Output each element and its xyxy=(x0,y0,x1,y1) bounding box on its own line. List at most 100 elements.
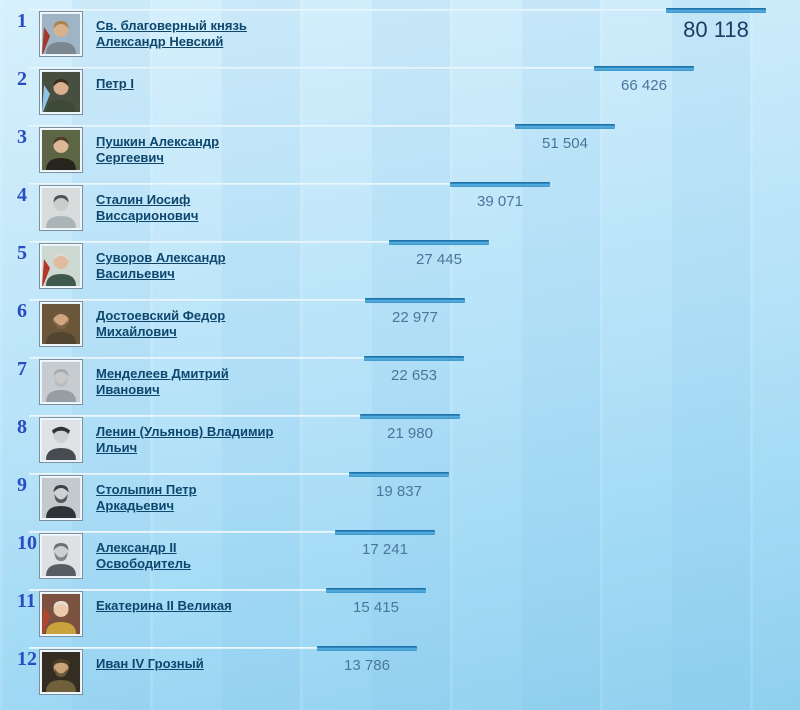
vote-bar xyxy=(326,588,426,593)
portrait-image xyxy=(42,594,80,634)
person-name: Петр I xyxy=(96,76,278,92)
vote-count: 39 071 xyxy=(477,193,523,210)
portrait-link[interactable] xyxy=(39,185,83,231)
portrait-image xyxy=(42,362,80,402)
vote-bar xyxy=(349,472,449,477)
vote-bar xyxy=(360,414,460,419)
vote-count: 13 786 xyxy=(344,657,390,674)
ranking-row: 2 Петр I 66 426 xyxy=(0,66,800,124)
person-name: Сталин Иосиф Виссарионович xyxy=(96,192,278,224)
vote-bar-track xyxy=(29,589,326,591)
vote-bar xyxy=(317,646,417,651)
ranking-row: 6 Достоевский Федор Михайлович 22 977 xyxy=(0,298,800,356)
portrait-image xyxy=(42,536,80,576)
vote-count: 27 445 xyxy=(416,251,462,268)
ranking-row: 11 Екатерина II Великая 15 415 xyxy=(0,588,800,646)
person-name: Ленин (Ульянов) Владимир Ильич xyxy=(96,424,278,456)
vote-bar xyxy=(594,66,694,71)
vote-bar-track xyxy=(29,9,666,11)
person-link[interactable]: Достоевский Федор Михайлович xyxy=(96,308,226,339)
portrait-accent xyxy=(42,85,50,112)
portrait-link[interactable] xyxy=(39,417,83,463)
person-link[interactable]: Суворов Александр Васильевич xyxy=(96,250,226,281)
vote-count: 19 837 xyxy=(376,483,422,500)
portrait-accent xyxy=(42,27,50,54)
vote-bar-track xyxy=(29,647,317,649)
ranking-list: 1 Св. благоверный князь Александр Невский 8… xyxy=(0,8,800,704)
vote-count: 21 980 xyxy=(387,425,433,442)
portrait-link[interactable] xyxy=(39,359,83,405)
rank-number: 8 xyxy=(17,416,27,438)
ranking-row: 7 Менделеев Дмитрий Иванович 22 653 xyxy=(0,356,800,414)
vote-count: 51 504 xyxy=(542,135,588,152)
vote-bar-track xyxy=(29,67,594,69)
portrait-link[interactable] xyxy=(39,243,83,289)
person-name: Суворов Александр Васильевич xyxy=(96,250,278,282)
person-name: Екатерина II Великая xyxy=(96,598,278,614)
person-link[interactable]: Александр II Освободитель xyxy=(96,540,191,571)
person-link[interactable]: Сталин Иосиф Виссарионович xyxy=(96,192,199,223)
portrait-accent xyxy=(42,259,50,286)
person-link[interactable]: Св. благоверный князь Александр Невский xyxy=(96,18,247,49)
vote-bar xyxy=(335,530,435,535)
rank-number: 10 xyxy=(17,532,37,554)
portrait-image xyxy=(42,72,80,112)
portrait-link[interactable] xyxy=(39,649,83,695)
ranking-row: 9 Столыпин Петр Аркадьевич 19 837 xyxy=(0,472,800,530)
vote-bar-track xyxy=(29,125,515,127)
person-link[interactable]: Иван IV Грозный xyxy=(96,656,204,671)
person-name: Пушкин Александр Сергеевич xyxy=(96,134,278,166)
rank-number: 1 xyxy=(17,10,27,32)
person-name: Столыпин Петр Аркадьевич xyxy=(96,482,278,514)
portrait-link[interactable] xyxy=(39,533,83,579)
rank-number: 3 xyxy=(17,126,27,148)
rank-number: 7 xyxy=(17,358,27,380)
portrait-link[interactable] xyxy=(39,11,83,57)
rank-number: 5 xyxy=(17,242,27,264)
vote-bar-track xyxy=(29,241,389,243)
rank-number: 2 xyxy=(17,68,27,90)
portrait-link[interactable] xyxy=(39,591,83,637)
portrait-link[interactable] xyxy=(39,475,83,521)
person-link[interactable]: Петр I xyxy=(96,76,134,91)
vote-bar xyxy=(450,182,550,187)
portrait-image xyxy=(42,14,80,54)
person-link[interactable]: Екатерина II Великая xyxy=(96,598,232,613)
rank-number: 9 xyxy=(17,474,27,496)
vote-bar-track xyxy=(29,531,335,533)
portrait-image xyxy=(42,188,80,228)
portrait-link[interactable] xyxy=(39,301,83,347)
rank-number: 6 xyxy=(17,300,27,322)
person-name: Менделеев Дмитрий Иванович xyxy=(96,366,278,398)
vote-count: 22 653 xyxy=(391,367,437,384)
person-name: Достоевский Федор Михайлович xyxy=(96,308,278,340)
vote-bar-track xyxy=(29,473,349,475)
rank-number: 11 xyxy=(17,590,36,612)
vote-count: 17 241 xyxy=(362,541,408,558)
vote-bar xyxy=(365,298,465,303)
vote-bar xyxy=(389,240,489,245)
person-link[interactable]: Столыпин Петр Аркадьевич xyxy=(96,482,197,513)
portrait-image xyxy=(42,652,80,692)
person-link[interactable]: Пушкин Александр Сергеевич xyxy=(96,134,220,165)
portrait-link[interactable] xyxy=(39,69,83,115)
portrait-link[interactable] xyxy=(39,127,83,173)
vote-bar xyxy=(515,124,615,129)
person-link[interactable]: Ленин (Ульянов) Владимир Ильич xyxy=(96,424,274,455)
person-name: Св. благоверный князь Александр Невский xyxy=(96,18,278,50)
ranking-row: 5 Суворов Александр Васильевич 27 445 xyxy=(0,240,800,298)
vote-bar xyxy=(364,356,464,361)
vote-bar-track xyxy=(29,183,450,185)
vote-bar-track xyxy=(29,415,360,417)
ranking-row: 10 Александр II Освободитель 17 241 xyxy=(0,530,800,588)
ranking-row: 8 Ленин (Ульянов) Владимир Ильич 21 980 xyxy=(0,414,800,472)
person-link[interactable]: Менделеев Дмитрий Иванович xyxy=(96,366,229,397)
portrait-image xyxy=(42,130,80,170)
ranking-row: 3 Пушкин Александр Сергеевич 51 504 xyxy=(0,124,800,182)
vote-bar-track xyxy=(29,299,365,301)
vote-count: 66 426 xyxy=(621,77,667,94)
portrait-image xyxy=(42,420,80,460)
person-name: Иван IV Грозный xyxy=(96,656,278,672)
vote-bar-track xyxy=(29,357,364,359)
portrait-image xyxy=(42,304,80,344)
